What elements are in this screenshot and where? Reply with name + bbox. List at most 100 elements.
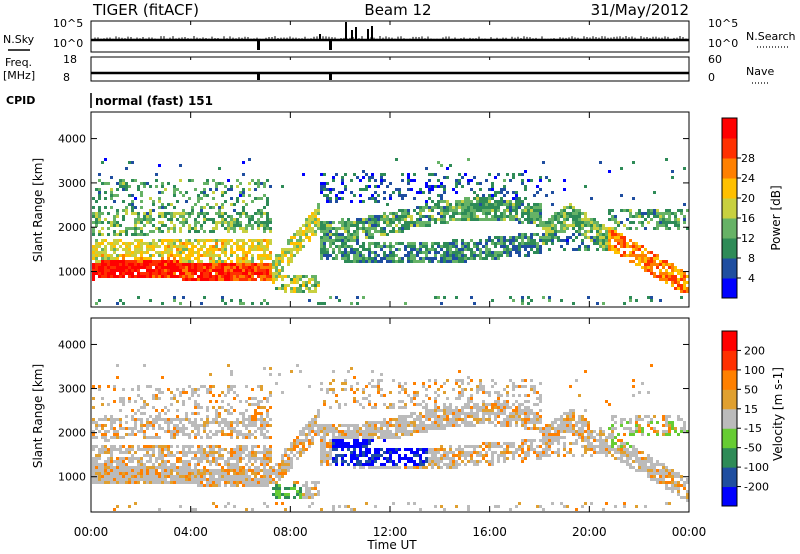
heatmap-cell <box>131 212 134 215</box>
heatmap-cell <box>104 466 107 469</box>
heatmap-cell <box>251 260 254 263</box>
heatmap-cell <box>449 254 452 257</box>
heatmap-cell <box>275 278 278 281</box>
heatmap-cell <box>632 221 635 224</box>
heatmap-cell <box>257 209 260 212</box>
heatmap-cell <box>299 278 302 281</box>
heatmap-cell <box>314 493 317 496</box>
heatmap-cell <box>422 224 425 227</box>
heatmap-cell <box>296 439 299 442</box>
heatmap-cell <box>260 263 263 266</box>
heatmap-cell <box>317 224 320 227</box>
heatmap-cell <box>494 194 497 197</box>
heatmap-cell <box>485 197 488 200</box>
heatmap-cell <box>128 457 131 460</box>
heatmap-cell <box>392 502 395 505</box>
heatmap-cell <box>584 224 587 227</box>
heatmap-cell <box>260 406 263 409</box>
heatmap-cell <box>371 430 374 433</box>
heatmap-cell <box>308 299 311 302</box>
colorbar-swatch <box>722 178 737 199</box>
heatmap-cell <box>515 215 518 218</box>
heatmap-cell <box>359 221 362 224</box>
heatmap-cell <box>626 227 629 230</box>
heatmap-cell <box>659 224 662 227</box>
heatmap-cell <box>599 236 602 239</box>
heatmap-cell <box>533 239 536 242</box>
heatmap-cell <box>269 263 272 266</box>
heatmap-cell <box>101 418 104 421</box>
heatmap-cell <box>257 469 260 472</box>
heatmap-cell <box>161 230 164 233</box>
heatmap-cell <box>323 221 326 224</box>
heatmap-cell <box>293 481 296 484</box>
heatmap-cell <box>296 248 299 251</box>
heatmap-cell <box>143 478 146 481</box>
heatmap-cell <box>98 388 101 391</box>
heatmap-cell <box>650 296 653 299</box>
heatmap-cell <box>125 421 128 424</box>
heatmap-cell <box>425 206 428 209</box>
heatmap-cell <box>203 188 206 191</box>
heatmap-cell <box>533 221 536 224</box>
heatmap-cell <box>191 179 194 182</box>
heatmap-cell <box>581 239 584 242</box>
heatmap-cell <box>368 433 371 436</box>
heatmap-cell <box>392 436 395 439</box>
heatmap-cell <box>431 215 434 218</box>
heatmap-cell <box>239 433 242 436</box>
heatmap-cell <box>143 400 146 403</box>
heatmap-cell <box>407 245 410 248</box>
heatmap-cell <box>224 185 227 188</box>
heatmap-cell <box>191 481 194 484</box>
heatmap-cell <box>125 212 128 215</box>
heatmap-cell <box>191 278 194 281</box>
heatmap-cell <box>251 484 254 487</box>
heatmap-cell <box>332 433 335 436</box>
heatmap-cell <box>302 451 305 454</box>
heatmap-cell <box>503 236 506 239</box>
heatmap-cell <box>533 242 536 245</box>
heatmap-cell <box>323 427 326 430</box>
heatmap-cell <box>629 296 632 299</box>
heatmap-cell <box>455 218 458 221</box>
heatmap-cell <box>149 448 152 451</box>
heatmap-cell <box>137 466 140 469</box>
heatmap-cell <box>323 433 326 436</box>
heatmap-cell <box>359 194 362 197</box>
heatmap-cell <box>488 200 491 203</box>
heatmap-cell <box>254 436 257 439</box>
heatmap-cell <box>182 278 185 281</box>
heatmap-cell <box>254 415 257 418</box>
heatmap-cell <box>245 272 248 275</box>
heatmap-cell <box>578 215 581 218</box>
heatmap-cell <box>500 218 503 221</box>
heatmap-cell <box>266 463 269 466</box>
heatmap-cell <box>227 242 230 245</box>
heatmap-cell <box>422 466 425 469</box>
heatmap-cell <box>269 251 272 254</box>
heatmap-cell <box>380 218 383 221</box>
heatmap-cell <box>122 218 125 221</box>
heatmap-cell <box>323 248 326 251</box>
heatmap-cell <box>116 364 119 367</box>
heatmap-cell <box>350 245 353 248</box>
heatmap-cell <box>299 442 302 445</box>
heatmap-cell <box>473 218 476 221</box>
heatmap-cell <box>404 224 407 227</box>
heatmap-cell <box>455 257 458 260</box>
heatmap-cell <box>362 454 365 457</box>
heatmap-cell <box>158 191 161 194</box>
heatmap-cell <box>218 457 221 460</box>
heatmap-cell <box>170 481 173 484</box>
heatmap-cell <box>332 242 335 245</box>
heatmap-cell <box>134 451 137 454</box>
heatmap-cell <box>212 472 215 475</box>
heatmap-cell <box>164 412 167 415</box>
heatmap-cell <box>503 194 506 197</box>
heatmap-cell <box>662 215 665 218</box>
heatmap-cell <box>164 251 167 254</box>
heatmap-cell <box>518 242 521 245</box>
heatmap-cell <box>110 191 113 194</box>
heatmap-cell <box>347 230 350 233</box>
